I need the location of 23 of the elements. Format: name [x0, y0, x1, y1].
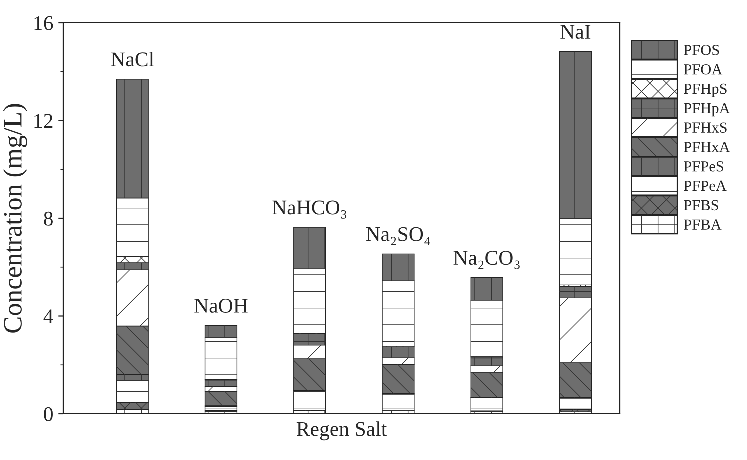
- legend-label: PFPeA: [684, 180, 727, 192]
- legend-label: PFHpA: [684, 103, 730, 117]
- x-tick-label: NaI: [560, 25, 591, 40]
- x-tick-label: NaCl: [111, 52, 154, 67]
- y-tick-label: 8: [44, 212, 53, 226]
- y-tick-label: 4: [44, 310, 54, 324]
- y-tick-label: 12: [34, 114, 53, 128]
- y-tick-label: 16: [34, 16, 54, 30]
- legend-label: PFPeS: [684, 162, 724, 172]
- legend-label: PFHpS: [684, 84, 727, 98]
- x-tick-label: Na₂CO₃: [454, 251, 520, 270]
- legend-label: PFBS: [684, 200, 718, 211]
- legend-label: PFBA: [684, 220, 722, 230]
- x-tick-label: NaOH: [194, 298, 248, 313]
- x-axis-title: Regen Salt: [296, 422, 388, 441]
- legend-label: PFHxS: [684, 122, 727, 133]
- legend-label: PFHxA: [684, 142, 730, 152]
- x-tick-label: Na₂SO₄: [366, 227, 430, 246]
- y-tick-label: 0: [44, 407, 53, 422]
- x-tick-label: NaHCO₃: [272, 200, 347, 219]
- legend-label: PFOS: [684, 45, 720, 56]
- y-axis-title: Concentration (mg/L): [3, 104, 28, 333]
- legend-label: PFOA: [684, 64, 723, 75]
